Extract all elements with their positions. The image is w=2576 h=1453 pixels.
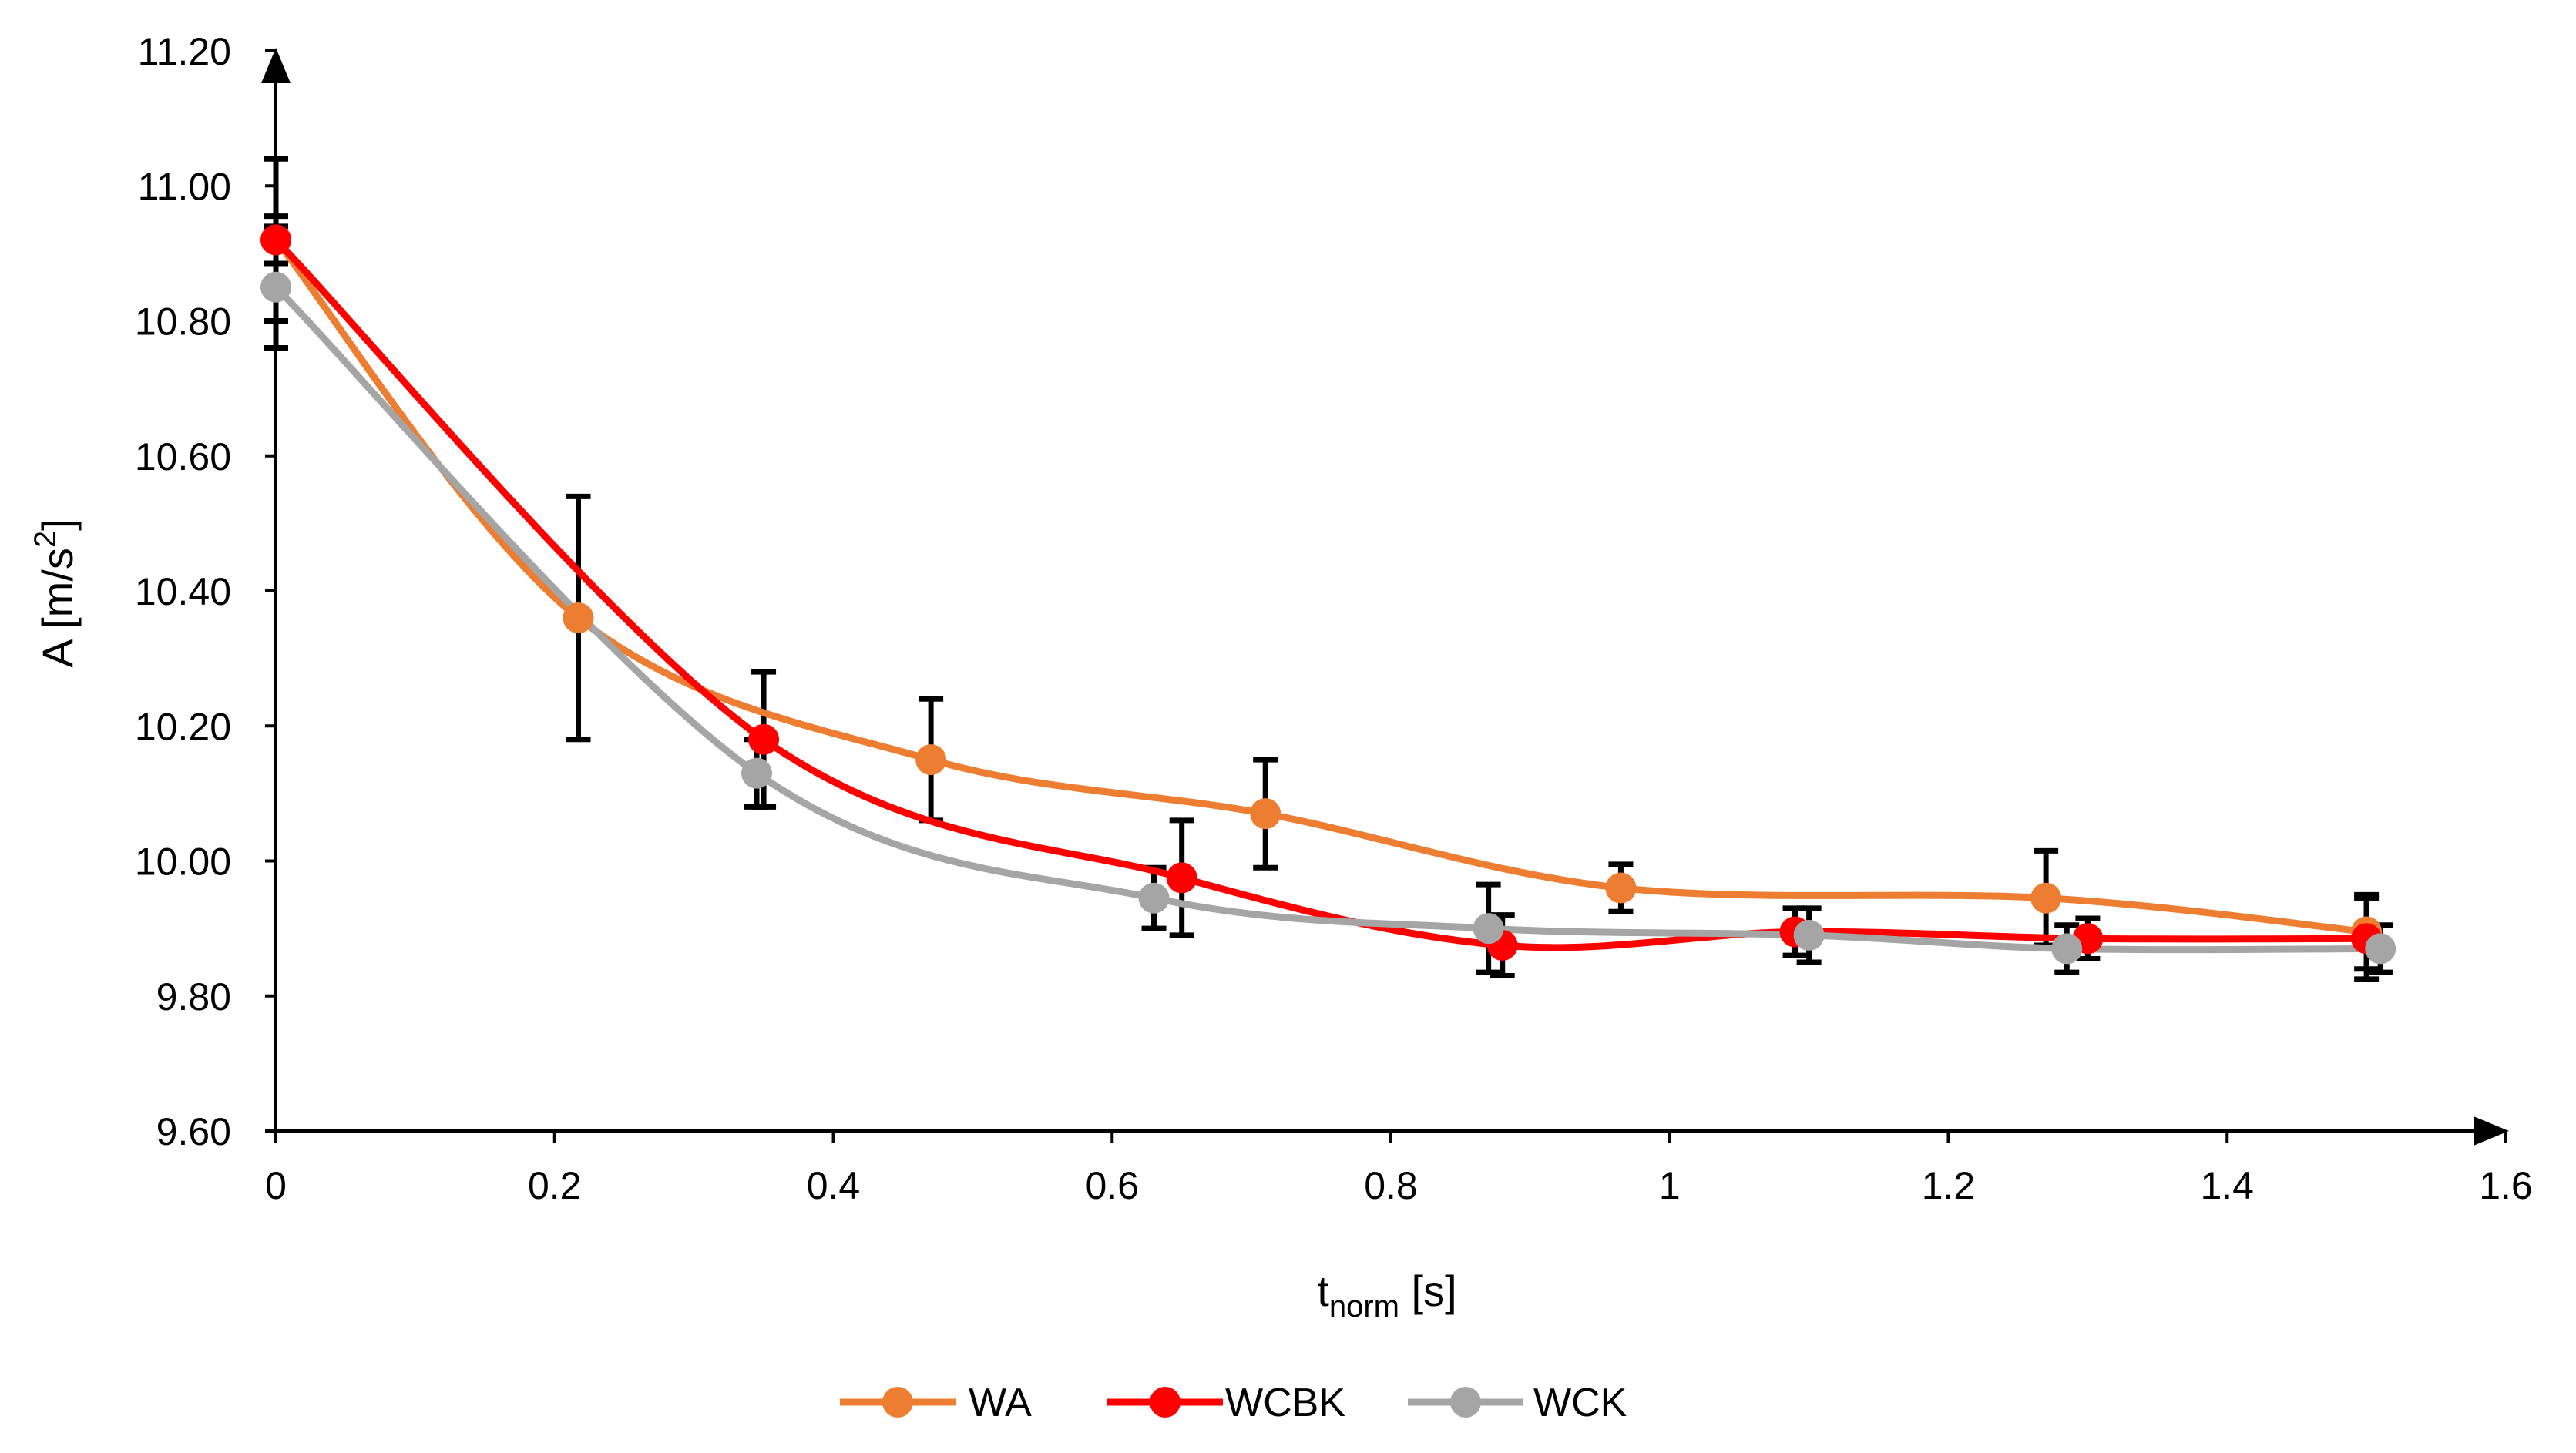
data-point-wck: [1138, 882, 1170, 914]
y-tick-label: 10.00: [135, 841, 231, 884]
legend-label: WA: [969, 1381, 1032, 1425]
x-tick-label: 1.4: [2200, 1164, 2254, 1207]
x-tick-label: 0.8: [1364, 1164, 1418, 1207]
axes: 9.609.8010.0010.2010.4010.6010.8011.0011…: [135, 30, 2533, 1207]
y-axis-title-end: ]: [33, 518, 82, 531]
x-tick-label: 1.2: [1922, 1164, 1976, 1207]
data-point-wck: [1793, 919, 1825, 951]
y-tick-label: 10.40: [135, 570, 231, 613]
legend-swatch-marker: [882, 1387, 913, 1418]
data-point-wa: [563, 602, 594, 634]
x-axis-title-main: t: [1317, 1267, 1329, 1315]
y-tick-label: 9.60: [156, 1110, 231, 1153]
series-line-wcbk: [272, 236, 2370, 951]
x-axis-title: tnorm [s]: [1317, 1267, 1456, 1324]
y-tick-label: 10.80: [135, 300, 231, 344]
data-point-wck: [2051, 933, 2083, 965]
data-point-wck: [1473, 913, 1504, 945]
y-tick-label: 10.60: [135, 435, 231, 478]
data-point-wa: [1605, 872, 1637, 904]
data-point-wa: [1250, 798, 1281, 830]
x-tick-label: 0.6: [1085, 1164, 1139, 1207]
error-bars: [264, 156, 2393, 982]
y-axis-title-main: A [m/s: [33, 548, 82, 668]
y-tick-label: 11.20: [138, 30, 231, 73]
legend-item-wcbk: WCBK: [1107, 1381, 1345, 1425]
x-tick-label: 1: [1659, 1164, 1681, 1207]
data-point-wa: [915, 744, 947, 776]
series: [260, 224, 2396, 965]
labels: tnorm [s] A [m/s2]: [29, 518, 1457, 1324]
data-point-wcbk: [748, 723, 780, 755]
y-tick-label: 10.20: [135, 705, 231, 748]
x-tick-label: 0.2: [528, 1164, 582, 1207]
legend-item-wa: WA: [840, 1381, 1032, 1425]
y-axis-title: A [m/s2]: [29, 518, 82, 667]
data-point-wa: [2030, 882, 2062, 914]
data-point-wck: [260, 271, 291, 303]
x-axis-title-unit: [s]: [1399, 1267, 1457, 1315]
legend-swatch-marker: [1450, 1387, 1481, 1418]
legend-label: WCK: [1533, 1381, 1627, 1425]
x-axis-arrow: [2474, 1116, 2509, 1146]
legend-label: WCBK: [1225, 1381, 1345, 1425]
data-point-wcbk: [260, 224, 291, 256]
y-tick-label: 11.00: [138, 165, 231, 208]
x-tick-label: 0.4: [807, 1164, 861, 1207]
legend-swatch-marker: [1150, 1387, 1181, 1418]
x-axis-title-sub: norm: [1329, 1290, 1399, 1324]
y-axis-arrow: [261, 48, 291, 83]
data-point-wcbk: [1166, 862, 1197, 894]
series-line-wa: [272, 236, 2370, 936]
y-tick-label: 9.80: [156, 975, 231, 1018]
x-tick-label: 1.6: [2479, 1164, 2533, 1207]
data-point-wck: [2365, 933, 2396, 965]
y-axis-title-sup: 2: [29, 531, 62, 548]
legend-item-wck: WCK: [1408, 1381, 1627, 1425]
x-tick-label: 0: [265, 1164, 287, 1207]
data-point-wck: [741, 757, 773, 789]
legend: WA WCBK WCK: [840, 1381, 1627, 1425]
